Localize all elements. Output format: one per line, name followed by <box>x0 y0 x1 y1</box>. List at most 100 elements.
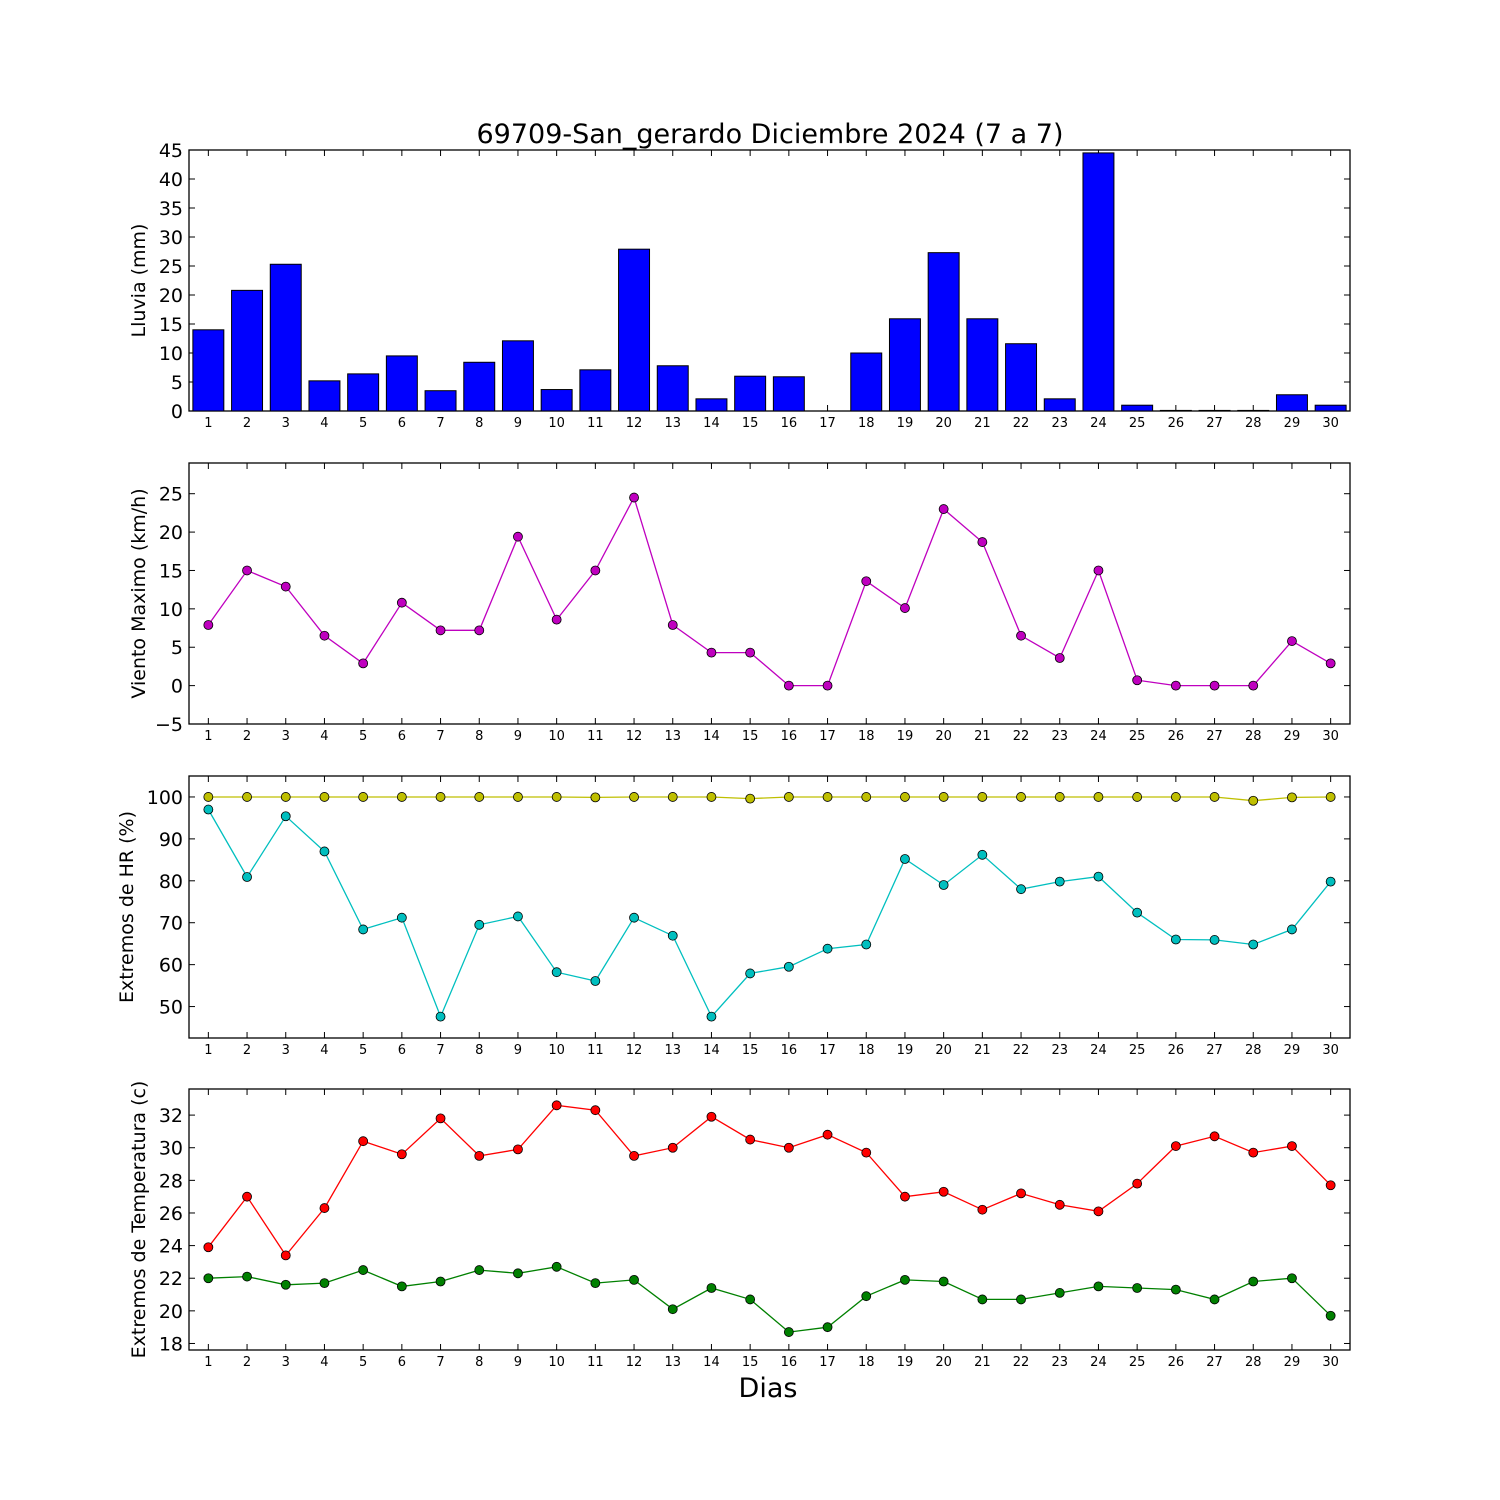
point-wind-day-3 <box>280 581 291 592</box>
point-temp-min-day-28 <box>1248 1276 1259 1287</box>
x-tick-label: 20 <box>935 1043 952 1058</box>
point-temp-max-day-18 <box>861 1147 872 1158</box>
x-tick-label: 17 <box>819 416 836 431</box>
bar-day-1 <box>192 329 225 412</box>
point-hr-max-day-10 <box>551 792 562 802</box>
point-temp-min-day-7 <box>435 1276 446 1287</box>
x-tick-label: 2 <box>243 729 251 744</box>
x-tick-label: 22 <box>1013 1043 1030 1058</box>
point-temp-min-day-12 <box>629 1274 639 1285</box>
point-hr-min-day-20 <box>938 880 949 890</box>
point-hr-max-day-20 <box>938 792 949 802</box>
y-tick-label: 35 <box>159 198 183 220</box>
point-temp-min-day-30 <box>1325 1310 1336 1321</box>
point-temp-max-day-23 <box>1054 1199 1065 1210</box>
x-tick-label: 19 <box>897 416 914 431</box>
x-tick-label: 1 <box>204 1355 212 1370</box>
y-tick-label: 30 <box>159 227 183 249</box>
y-tick-label: 50 <box>159 997 183 1019</box>
point-wind-day-20 <box>938 504 949 514</box>
x-tick-label: 10 <box>548 416 565 431</box>
point-hr-min-day-28 <box>1248 939 1259 950</box>
bar-day-20 <box>927 252 960 412</box>
y-tick-label: 15 <box>159 314 183 336</box>
x-tick-label: 20 <box>935 416 952 431</box>
bar-day-6 <box>385 355 418 412</box>
point-temp-min-day-6 <box>396 1281 407 1292</box>
x-tick-label: 7 <box>436 1043 444 1058</box>
point-temp-max-day-10 <box>551 1100 562 1111</box>
x-tick-label: 28 <box>1245 1355 1262 1370</box>
point-temp-min-day-27 <box>1209 1294 1220 1305</box>
point-temp-min-day-2 <box>242 1271 252 1282</box>
point-temp-min-day-3 <box>280 1279 291 1290</box>
x-tick-label: 18 <box>858 1043 875 1058</box>
bar-day-13 <box>656 365 689 412</box>
x-tick-label: 14 <box>703 416 720 431</box>
point-hr-max-day-16 <box>783 792 794 802</box>
x-tick-label: 20 <box>935 729 952 744</box>
y-tick-label: 5 <box>171 637 183 659</box>
point-wind-day-29 <box>1287 636 1297 646</box>
x-tick-label: 13 <box>664 1043 681 1058</box>
x-tick-label: 13 <box>664 416 681 431</box>
x-tick-label: 6 <box>398 1043 406 1058</box>
point-hr-min-day-15 <box>745 968 756 979</box>
point-hr-min-day-30 <box>1325 876 1336 887</box>
x-tick-label: 6 <box>398 416 406 431</box>
x-tick-label: 27 <box>1206 729 1223 744</box>
x-tick-label: 4 <box>320 1355 328 1370</box>
x-tick-label: 5 <box>359 416 367 431</box>
x-tick-label: 23 <box>1051 1355 1068 1370</box>
y-tick-label: 32 <box>159 1105 183 1127</box>
x-tick-label: 23 <box>1051 416 1068 431</box>
point-temp-min-day-25 <box>1132 1283 1143 1293</box>
point-temp-min-day-8 <box>474 1265 485 1275</box>
point-temp-max-day-24 <box>1093 1206 1104 1217</box>
x-tick-label: 7 <box>436 729 444 744</box>
point-hr-max-day-7 <box>435 792 446 802</box>
x-tick-label: 3 <box>282 416 290 431</box>
x-tick-label: 26 <box>1168 416 1185 431</box>
x-tick-label: 16 <box>781 1355 798 1370</box>
point-hr-max-day-8 <box>474 792 485 802</box>
x-tick-label: 25 <box>1129 1043 1146 1058</box>
point-hr-max-day-3 <box>280 792 291 802</box>
point-hr-min-day-29 <box>1287 924 1297 935</box>
x-tick-label: 11 <box>587 416 604 431</box>
series-line-hr-min <box>207 809 1332 1019</box>
y-tick-label: 24 <box>159 1236 183 1258</box>
point-hr-min-day-10 <box>551 967 562 978</box>
x-tick-label: 5 <box>359 729 367 744</box>
bar-day-25 <box>1121 404 1154 412</box>
point-wind-day-15 <box>745 647 756 658</box>
x-tick-label: 15 <box>742 1043 759 1058</box>
y-tick-label: 45 <box>159 140 183 162</box>
x-tick-label: 26 <box>1168 1355 1185 1370</box>
x-tick-label: 15 <box>742 1355 759 1370</box>
point-hr-max-day-29 <box>1287 792 1297 803</box>
point-temp-min-day-16 <box>783 1327 794 1337</box>
x-tick-label: 11 <box>587 1355 604 1370</box>
y-tick-label: 25 <box>159 484 183 506</box>
point-temp-min-day-15 <box>745 1294 756 1305</box>
point-temp-max-day-8 <box>474 1150 485 1161</box>
point-wind-day-4 <box>319 630 330 641</box>
point-wind-day-13 <box>667 620 678 630</box>
point-hr-min-day-9 <box>513 911 523 922</box>
series-line-temp-max <box>207 1104 1332 1257</box>
point-temp-max-day-11 <box>590 1105 601 1116</box>
point-wind-day-1 <box>203 620 214 630</box>
bar-day-21 <box>966 318 999 412</box>
bar-day-3 <box>269 263 302 412</box>
point-temp-min-day-11 <box>590 1278 601 1289</box>
x-tick-label: 8 <box>475 1043 483 1058</box>
x-tick-label: 29 <box>1284 416 1301 431</box>
point-temp-max-day-14 <box>706 1111 717 1122</box>
point-temp-max-day-6 <box>396 1149 407 1160</box>
x-tick-label: 18 <box>858 416 875 431</box>
point-hr-max-day-9 <box>513 792 523 802</box>
point-temp-min-day-4 <box>319 1278 330 1289</box>
point-hr-max-day-12 <box>629 792 639 802</box>
